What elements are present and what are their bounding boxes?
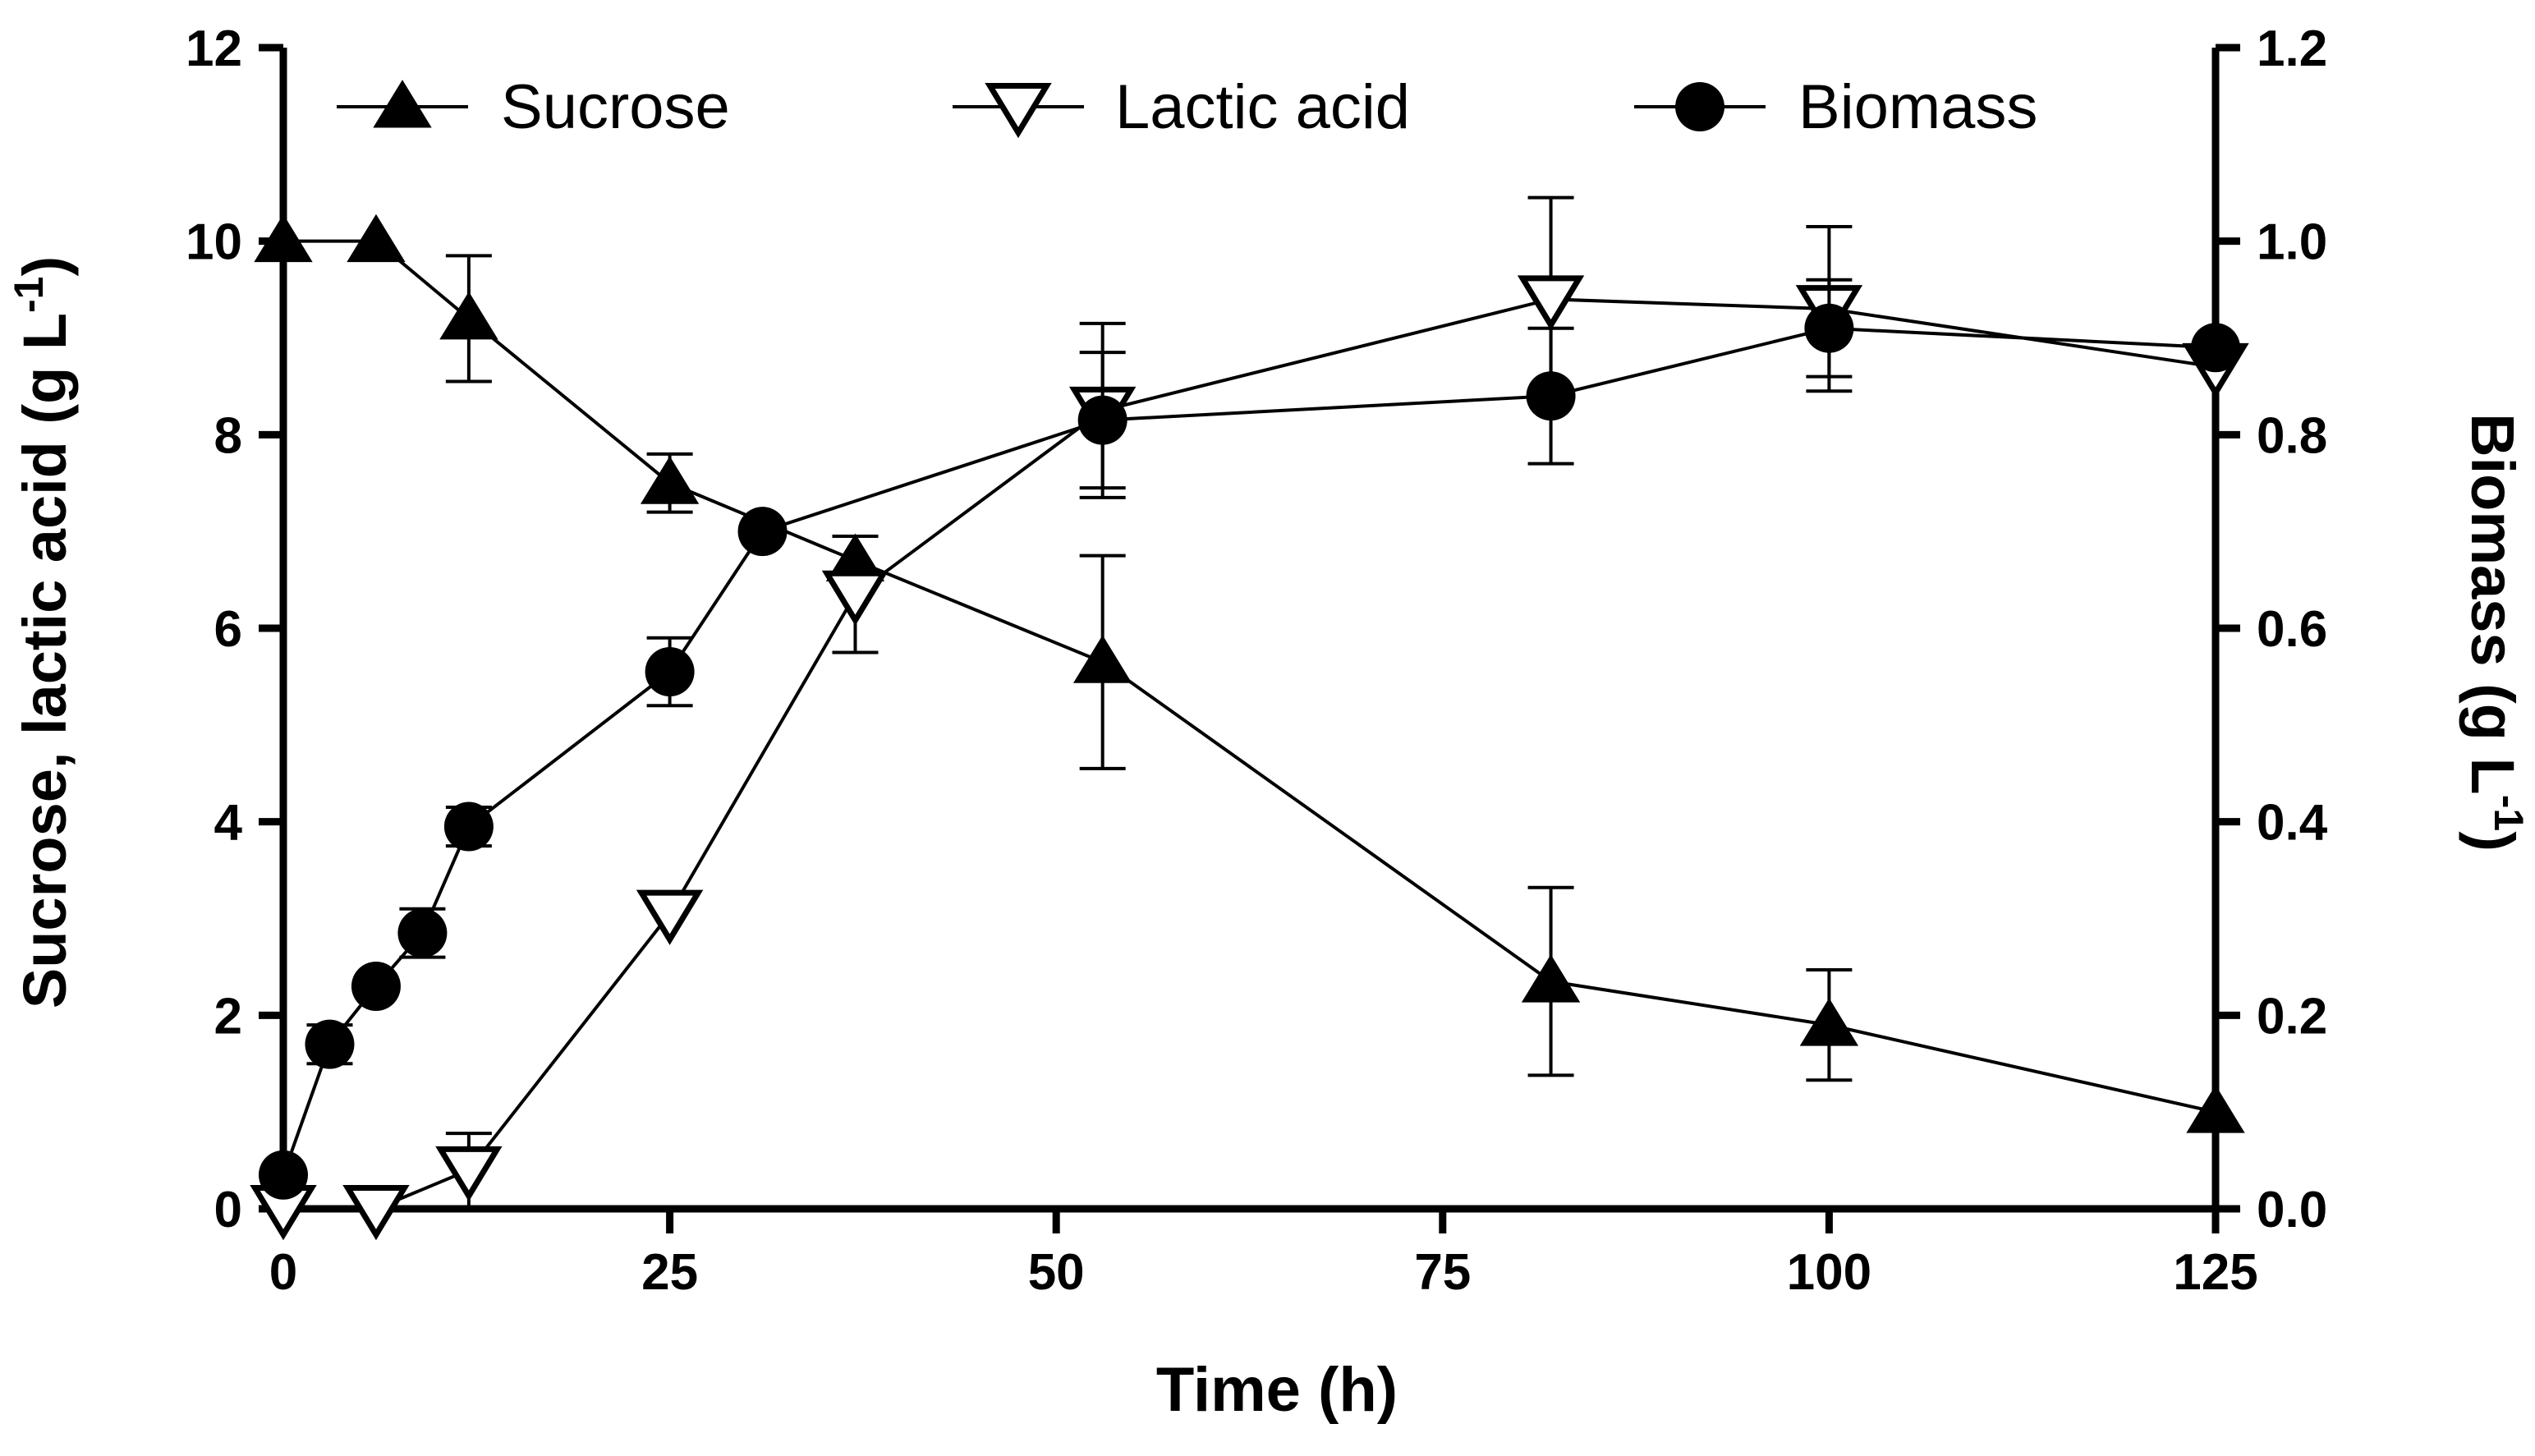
legend-marker xyxy=(373,80,432,128)
data-point xyxy=(443,801,494,852)
x-tick-label: 75 xyxy=(1414,1244,1471,1301)
y-left-tick-label: 6 xyxy=(214,601,242,658)
y-left-tick-label: 0 xyxy=(214,1182,242,1238)
y-left-tick-label: 12 xyxy=(186,21,242,77)
data-point xyxy=(351,961,401,1011)
data-point xyxy=(821,570,889,627)
legend: Sucrose Lactic acid Biomass xyxy=(337,72,2037,142)
y-left-tick-label: 10 xyxy=(186,214,242,271)
legend-item: Sucrose xyxy=(337,72,730,142)
data-point xyxy=(259,1150,308,1200)
data-point xyxy=(397,908,448,958)
y-right-tick-label: 0.2 xyxy=(2257,988,2327,1045)
data-point xyxy=(2191,323,2240,373)
series-lactic-acid xyxy=(250,195,2249,1241)
data-point xyxy=(347,214,406,263)
series-sucrose xyxy=(254,214,2245,1133)
data-point xyxy=(1521,954,1581,1003)
y-right-tick-label: 0.6 xyxy=(2257,601,2327,658)
x-axis: 0 25 50 75 100 125 xyxy=(269,1209,2258,1301)
y-left-tick-label: 8 xyxy=(214,407,242,464)
y-right-tick-label: 0.8 xyxy=(2257,407,2327,464)
legend-label: Biomass xyxy=(1798,72,2037,142)
data-point xyxy=(342,1185,410,1241)
data-point xyxy=(435,1146,503,1202)
y-right-tick-label: 0.4 xyxy=(2257,795,2328,852)
data-point xyxy=(636,889,704,945)
y-axis-right-title: Biomass (g L-1) xyxy=(2459,413,2532,852)
x-tick-label: 125 xyxy=(2173,1244,2257,1301)
data-point xyxy=(1804,303,1854,353)
x-tick-label: 50 xyxy=(1028,1244,1085,1301)
legend-label: Sucrose xyxy=(501,72,730,142)
data-point xyxy=(1799,998,1859,1046)
y-axis-left-title: Sucrose, lactic acid (g L-1) xyxy=(6,256,79,1008)
series-layer xyxy=(250,195,2249,1241)
x-axis-title: Time (h) xyxy=(1156,1355,1398,1425)
legend-marker xyxy=(985,83,1052,139)
data-point xyxy=(1517,275,1585,331)
data-point xyxy=(439,292,498,340)
legend-marker xyxy=(1675,82,1724,131)
series-line xyxy=(283,239,2216,1114)
y-axis-right: 0.0 0.2 0.4 0.6 0.8 1.0 1.2 xyxy=(2216,21,2328,1238)
data-point xyxy=(1077,395,1127,445)
data-point xyxy=(1072,635,1132,683)
y-axis-left: 0 2 4 6 8 10 12 xyxy=(186,21,283,1238)
legend-item: Biomass xyxy=(1634,72,2037,142)
data-point xyxy=(1526,371,1576,421)
data-point xyxy=(305,1019,355,1069)
legend-item: Lactic acid xyxy=(953,72,1410,142)
series-line xyxy=(283,297,2216,1210)
y-right-tick-label: 1.2 xyxy=(2257,21,2327,77)
y-right-tick-label: 1.0 xyxy=(2257,214,2327,271)
x-tick-label: 100 xyxy=(1787,1244,1871,1301)
data-point xyxy=(2186,1085,2245,1133)
data-point xyxy=(737,507,788,557)
x-tick-label: 0 xyxy=(269,1244,297,1301)
data-point xyxy=(640,456,700,504)
y-left-tick-label: 2 xyxy=(214,988,242,1045)
y-right-tick-label: 0.0 xyxy=(2257,1182,2327,1238)
x-tick-label: 25 xyxy=(641,1244,698,1301)
legend-label: Lactic acid xyxy=(1115,72,1410,142)
y-left-tick-label: 4 xyxy=(214,795,243,852)
series-biomass xyxy=(259,278,2240,1200)
data-point xyxy=(645,647,695,697)
plot-frame xyxy=(279,48,2220,1213)
data-point xyxy=(254,214,313,263)
